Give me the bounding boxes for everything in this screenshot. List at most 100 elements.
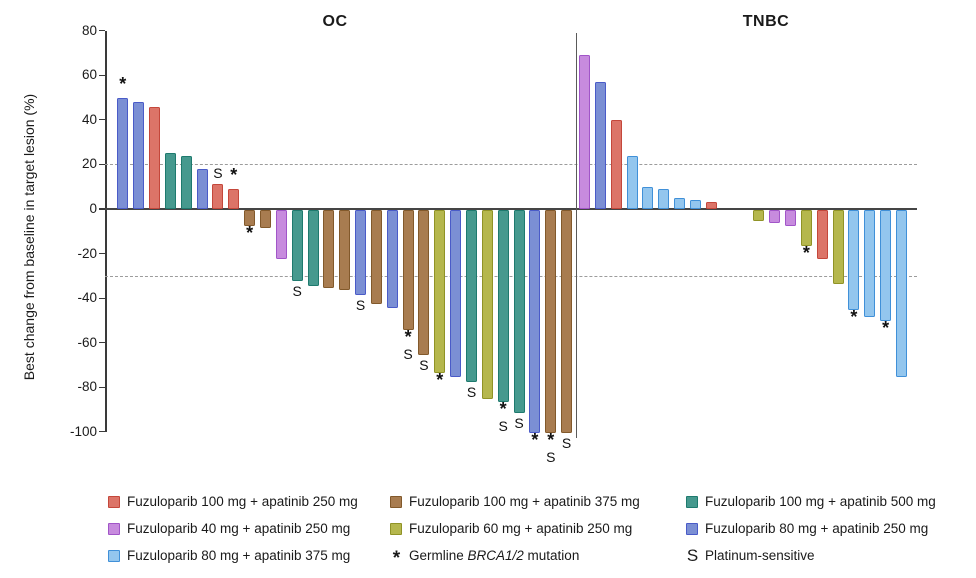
bar-yellowgreen <box>434 210 446 373</box>
bar-orchid <box>579 55 590 209</box>
bar-skyblue <box>848 210 860 311</box>
bar-teal <box>497 210 509 402</box>
bar-orchid <box>769 210 781 224</box>
bar-royalblue <box>355 210 367 295</box>
brca-mutation-mark: * <box>802 242 810 263</box>
platinum-sensitive-mark: S <box>419 356 429 373</box>
legend-item: S Platinum-sensitive <box>686 547 815 564</box>
legend-swatch-skyblue <box>108 549 120 562</box>
legend-label: Germline BRCA1/2 mutation <box>409 547 580 563</box>
bar-red <box>610 119 622 209</box>
platinum-sensitive-mark: S <box>466 383 477 400</box>
platinum-sensitive-mark: S <box>498 417 508 434</box>
bar-yellowgreen <box>800 210 812 246</box>
y-axis-tick <box>99 342 105 344</box>
platinum-sensitive-mark: S <box>355 296 366 313</box>
brca-mutation-mark: * <box>882 318 890 339</box>
bar-brown <box>545 210 557 433</box>
legend-item: Fuzuloparib 100 mg + apatinib 375 mg <box>390 493 640 510</box>
bar-skyblue <box>642 186 654 209</box>
y-axis-tick-label: -100 <box>69 423 97 439</box>
bar-red <box>816 210 828 259</box>
y-axis-tick <box>99 252 105 255</box>
legend-item: Fuzuloparib 100 mg + apatinib 250 mg <box>108 493 358 510</box>
bar-skyblue <box>674 197 686 209</box>
legend-item: Fuzuloparib 40 mg + apatinib 250 mg <box>108 520 350 537</box>
bar-red <box>149 106 160 209</box>
bar-brown <box>323 210 335 288</box>
zero-baseline <box>105 208 917 210</box>
bar-yellowgreen <box>832 210 844 284</box>
y-axis-tick <box>99 119 105 121</box>
y-axis-label: Best change from baseline in target lesi… <box>21 93 37 381</box>
platinum-sensitive-mark: S <box>514 414 524 431</box>
brca-mutation-mark: * <box>499 398 507 419</box>
bar-yellowgreen <box>753 210 765 222</box>
bar-skyblue <box>658 188 670 209</box>
y-axis-tick-label: 60 <box>81 67 97 83</box>
bar-brown <box>370 210 382 304</box>
bar-teal <box>466 210 477 382</box>
brca-mutation-mark: * <box>531 429 539 450</box>
brca-mutation-mark: * <box>230 164 238 185</box>
legend-swatch-red <box>108 495 120 508</box>
brca-mutation-mark: * <box>119 73 127 94</box>
brca-mutation-mark: * <box>404 327 412 348</box>
bar-teal <box>291 210 303 282</box>
legend-label: Fuzuloparib 100 mg + apatinib 250 mg <box>127 493 358 509</box>
legend-label: Platinum-sensitive <box>705 547 815 563</box>
y-axis-tick <box>99 163 105 166</box>
legend-label: Fuzuloparib 60 mg + apatinib 250 mg <box>409 520 633 536</box>
bar-brown <box>418 210 430 355</box>
bar-teal <box>307 210 319 286</box>
threshold-line <box>105 275 917 277</box>
panel-title-oc: OC <box>322 13 348 30</box>
bar-brown <box>402 210 414 331</box>
y-axis-tick <box>99 386 105 388</box>
platinum-sensitive-symbol: S <box>686 546 699 565</box>
y-axis-tick <box>99 431 105 433</box>
bar-brown <box>259 210 271 228</box>
bar-skyblue <box>896 210 907 378</box>
bar-skyblue <box>626 155 638 209</box>
legend-label: Fuzuloparib 80 mg + apatinib 375 mg <box>127 547 351 563</box>
bar-teal <box>164 153 176 209</box>
legend-label: Fuzuloparib 100 mg + apatinib 500 mg <box>705 493 936 509</box>
y-axis-tick <box>99 297 105 299</box>
bar-brown <box>561 210 573 433</box>
platinum-sensitive-mark: S <box>213 165 223 182</box>
y-axis-tick-label: -40 <box>77 290 97 306</box>
platinum-sensitive-mark: S <box>546 448 556 465</box>
brca-mutation-symbol: * <box>392 547 401 569</box>
bar-brown <box>244 210 256 226</box>
brca-mutation-mark: * <box>246 222 254 243</box>
y-axis-tick <box>99 30 105 32</box>
y-axis-line <box>105 30 107 432</box>
bar-teal <box>180 155 192 209</box>
bar-red <box>212 184 224 209</box>
y-axis-tick-label: -60 <box>77 334 97 350</box>
bar-skyblue <box>880 210 892 322</box>
brca-mutation-mark: * <box>547 429 555 450</box>
platinum-sensitive-mark: S <box>292 283 302 300</box>
bar-red <box>228 188 240 209</box>
legend-item: Fuzuloparib 100 mg + apatinib 500 mg <box>686 493 936 510</box>
brca-mutation-mark: * <box>436 369 444 390</box>
threshold-line <box>105 164 917 166</box>
platinum-sensitive-mark: S <box>403 346 413 363</box>
legend-item: Fuzuloparib 80 mg + apatinib 375 mg <box>108 547 350 564</box>
bar-royalblue <box>450 210 462 378</box>
y-axis-tick-label: -20 <box>77 245 97 261</box>
panel-divider <box>576 33 578 438</box>
legend-item: Fuzuloparib 80 mg + apatinib 250 mg <box>686 520 928 537</box>
bar-orchid <box>785 210 797 226</box>
legend-swatch-teal <box>686 495 698 508</box>
legend-label: Fuzuloparib 100 mg + apatinib 375 mg <box>409 493 640 509</box>
legend-item: * Germline BRCA1/2 mutation <box>390 547 580 569</box>
y-axis-tick <box>99 74 105 76</box>
legend-label: Fuzuloparib 80 mg + apatinib 250 mg <box>705 520 929 536</box>
bar-red <box>705 202 717 209</box>
legend-swatch-orchid <box>108 522 120 535</box>
y-axis-tick-label: 80 <box>81 22 97 38</box>
